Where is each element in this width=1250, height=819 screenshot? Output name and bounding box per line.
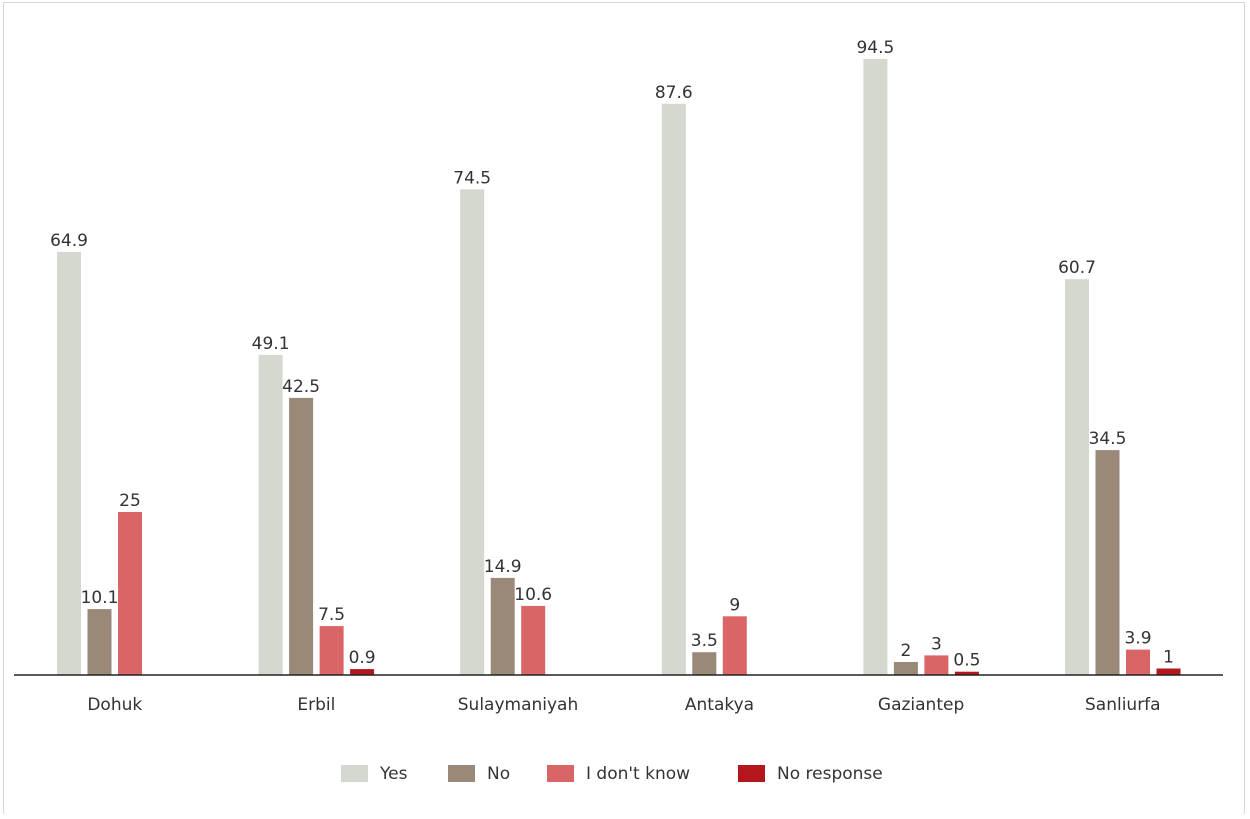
- x-tick-label-sulaymaniyah: Sulaymaniyah: [458, 695, 579, 715]
- data-label-erbil-no: 42.5: [282, 377, 320, 397]
- data-label-erbil-i-don-t-know: 7.5: [318, 605, 345, 625]
- bar-sanliurfa-i-don-t-know: [1126, 649, 1150, 675]
- x-tick-label-sanliurfa: Sanliurfa: [1085, 695, 1161, 715]
- data-label-antakya-i-don-t-know: 9: [729, 595, 740, 615]
- legend-item-yes: Yes: [341, 764, 408, 784]
- legend-swatch-i-don-t-know: [547, 765, 574, 782]
- legend-swatch-yes: [341, 765, 368, 782]
- legend-label-no: No: [487, 764, 510, 784]
- bar-antakya-i-don-t-know: [722, 616, 747, 675]
- bar-sulaymaniyah-no: [490, 577, 515, 675]
- legend-item-no: No: [448, 764, 510, 784]
- legend-label-i-don-t-know: I don't know: [586, 764, 690, 784]
- bar-sanliurfa-no-response: [1156, 668, 1181, 675]
- bar-erbil-i-don-t-know: [319, 626, 344, 675]
- chart-frame: [3, 2, 1245, 814]
- data-label-sulaymaniyah-no: 14.9: [484, 557, 522, 577]
- legend-item-i-don-t-know: I don't know: [547, 764, 690, 784]
- data-label-sanliurfa-yes: 60.7: [1058, 258, 1096, 278]
- x-tick-label-antakya: Antakya: [685, 695, 754, 715]
- data-label-gaziantep-i-don-t-know: 3: [931, 634, 942, 654]
- x-tick-label-dohuk: Dohuk: [87, 695, 142, 715]
- data-label-dohuk-i-don-t-know: 25: [119, 491, 141, 511]
- legend: Yes No I don't know No response: [341, 764, 883, 784]
- data-label-erbil-no-response: 0.9: [349, 648, 376, 668]
- bar-dohuk-no: [87, 609, 112, 675]
- x-tick-label-erbil: Erbil: [297, 695, 335, 715]
- bar-sanliurfa-yes: [1065, 279, 1089, 675]
- bar-dohuk-i-don-t-know: [118, 512, 142, 675]
- bar-dohuk-yes: [57, 251, 81, 675]
- data-label-antakya-yes: 87.6: [655, 83, 693, 103]
- bar-gaziantep-i-don-t-know: [924, 655, 949, 675]
- x-tick-labels: Dohuk Erbil Sulaymaniyah Antakya Gaziantep Sa…: [87, 695, 1160, 715]
- data-label-gaziantep-no: 2: [900, 641, 911, 661]
- bar-antakya-no: [692, 652, 717, 675]
- legend-label-no-response: No response: [777, 764, 883, 784]
- data-label-sanliurfa-no-response: 1: [1163, 648, 1174, 668]
- data-label-sulaymaniyah-i-don-t-know: 10.6: [514, 585, 552, 605]
- data-label-gaziantep-yes: 94.5: [856, 38, 894, 58]
- bar-sanliurfa-no: [1095, 450, 1120, 675]
- bar-gaziantep-yes: [863, 58, 888, 675]
- bar-erbil-no: [289, 397, 314, 675]
- data-label-dohuk-yes: 64.9: [50, 231, 88, 251]
- data-label-gaziantep-no-response: 0.5: [953, 651, 980, 671]
- bars-layer: [57, 58, 1181, 676]
- legend-item-no-response: No response: [738, 764, 883, 784]
- legend-swatch-no: [448, 765, 475, 782]
- bar-gaziantep-no-response: [954, 671, 979, 675]
- data-label-dohuk-no: 10.1: [81, 588, 119, 608]
- data-label-sanliurfa-no: 34.5: [1089, 429, 1127, 449]
- bar-sulaymaniyah-i-don-t-know: [521, 605, 546, 675]
- data-label-antakya-no: 3.5: [691, 631, 718, 651]
- bar-antakya-yes: [661, 103, 686, 676]
- bar-gaziantep-no: [893, 662, 918, 675]
- legend-swatch-no-response: [738, 765, 765, 782]
- x-tick-label-gaziantep: Gaziantep: [878, 695, 964, 715]
- bar-erbil-no-response: [350, 669, 375, 675]
- data-label-sanliurfa-i-don-t-know: 3.9: [1124, 629, 1151, 649]
- legend-label-yes: Yes: [379, 764, 408, 784]
- value-labels-layer: 64.9 10.1 25 49.1 42.5 7.5 0.9 74.5 14.9 10.6 87.6…: [50, 38, 1174, 671]
- data-label-erbil-yes: 49.1: [252, 334, 290, 354]
- bar-sulaymaniyah-yes: [460, 189, 485, 676]
- data-label-sulaymaniyah-yes: 74.5: [453, 168, 491, 188]
- bar-erbil-yes: [258, 354, 283, 675]
